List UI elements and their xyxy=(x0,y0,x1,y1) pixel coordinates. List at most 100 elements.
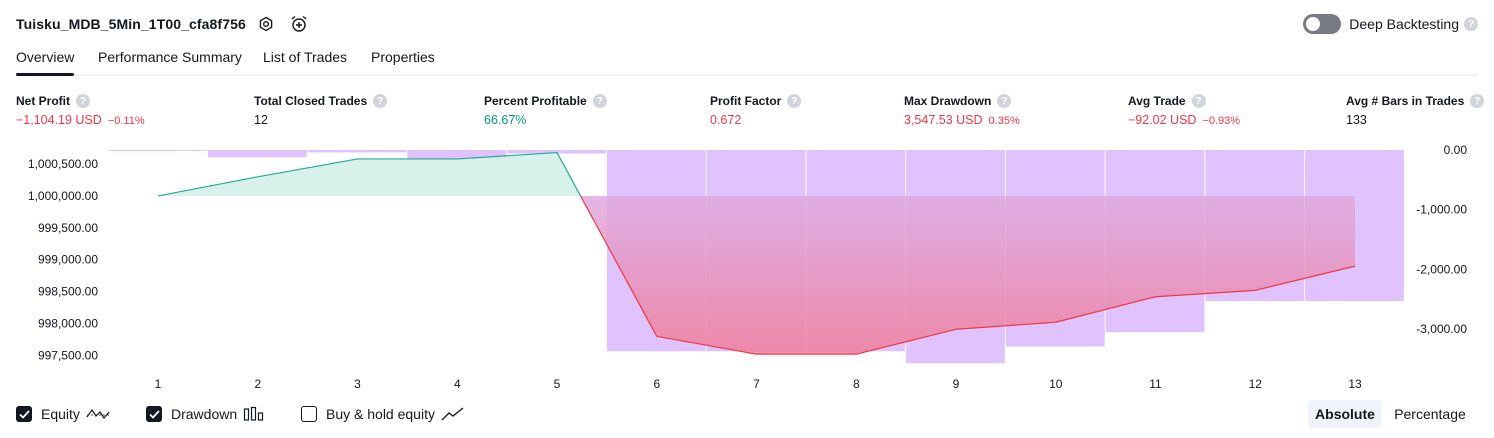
help-icon[interactable]: ? xyxy=(592,94,607,108)
metric-profit-factor: Profit Factor? 0.672 xyxy=(710,94,802,127)
strategy-header: Tuisku_MDB_5Min_1T00_cfa8f756 Deep Backt… xyxy=(16,0,1478,46)
equity-profit-area xyxy=(158,152,581,196)
equity-line-segment xyxy=(1155,289,1256,298)
drawdown-label: Drawdown xyxy=(171,406,238,422)
left-axis-tick: 999,000.00 xyxy=(38,253,98,267)
x-axis-tick: 2 xyxy=(254,377,261,391)
help-icon[interactable]: ? xyxy=(373,94,388,108)
x-axis-tick: 13 xyxy=(1348,377,1362,391)
drawdown-bar xyxy=(507,150,606,154)
equity-line-segment xyxy=(556,152,582,197)
help-icon[interactable]: ? xyxy=(1470,94,1485,108)
right-axis-tick: -1,000.00 xyxy=(1416,203,1467,217)
metric-avg-bars-in-trades: Avg # Bars in Trades? 133 xyxy=(1346,94,1485,127)
metric-label: Avg Trade xyxy=(1128,94,1186,108)
buy-hold-label: Buy & hold equity xyxy=(326,406,435,422)
metric-label: Profit Factor xyxy=(710,94,782,108)
toggle-knob xyxy=(1306,17,1321,31)
strategy-title: Tuisku_MDB_5Min_1T00_cfa8f756 xyxy=(16,16,246,32)
right-axis-tick: -2,000.00 xyxy=(1416,262,1467,276)
settings-gear-icon[interactable] xyxy=(256,14,276,34)
help-icon[interactable]: ? xyxy=(787,94,802,108)
metric-label: Avg # Bars in Trades xyxy=(1346,94,1465,108)
legend-buy-hold[interactable]: Buy & hold equity xyxy=(301,402,465,426)
equity-line-segment xyxy=(856,328,957,355)
x-axis-tick: 7 xyxy=(753,377,760,391)
trend-line-icon xyxy=(441,406,465,422)
metric-value: −92.02 USD xyxy=(1128,113,1197,127)
left-axis-tick: 997,500.00 xyxy=(38,348,98,362)
x-axis-tick: 12 xyxy=(1249,377,1263,391)
alarm-clock-plus-icon xyxy=(291,15,307,32)
equity-series xyxy=(157,151,1356,355)
checkmark-icon xyxy=(18,409,30,419)
x-axis-tick: 6 xyxy=(653,377,660,391)
equity-line-segment xyxy=(1255,265,1356,291)
report-tabs: Overview Performance Summary List of Tra… xyxy=(16,44,1478,76)
metric-total-closed-trades: Total Closed Trades? 12 xyxy=(254,94,388,127)
gear-icon xyxy=(259,16,273,32)
tab-list-of-trades[interactable]: List of Trades xyxy=(263,49,348,65)
drawdown-bar xyxy=(207,150,307,158)
metric-percent: −0.93% xyxy=(1202,115,1241,127)
deep-backtesting-toggle[interactable] xyxy=(1303,14,1342,34)
drawdown-bar xyxy=(407,150,507,159)
x-axis-tick: 4 xyxy=(454,377,461,391)
left-axis-tick: 1,000,500.00 xyxy=(28,157,98,171)
help-icon[interactable]: ? xyxy=(1464,17,1478,31)
equity-wave-icon xyxy=(86,406,110,422)
equity-checkbox[interactable] xyxy=(16,406,32,422)
x-axis-tick: 8 xyxy=(853,377,860,391)
legend-equity[interactable]: Equity xyxy=(16,402,110,426)
absolute-button[interactable]: Absolute xyxy=(1308,400,1382,428)
x-axis-tick: 11 xyxy=(1149,377,1162,391)
equity-drawdown-chart: 1,000,500.00 1,000,000.00 999,500.00 999,00… xyxy=(28,143,1467,391)
buy-hold-checkbox[interactable] xyxy=(301,406,317,422)
tab-overview[interactable]: Overview xyxy=(16,49,75,76)
left-axis: 1,000,500.00 1,000,000.00 999,500.00 999,00… xyxy=(28,157,98,362)
x-axis-tick: 5 xyxy=(554,377,561,391)
drawdown-bar xyxy=(108,150,207,151)
x-axis: 1 2 3 4 5 6 7 8 9 10 11 12 13 xyxy=(155,377,1362,391)
deep-backtesting-control: Deep Backtesting ? xyxy=(1303,13,1478,35)
left-axis-tick: 1,000,000.00 xyxy=(28,189,98,203)
metric-value: 133 xyxy=(1346,113,1367,127)
deep-backtesting-label: Deep Backtesting xyxy=(1349,16,1459,32)
metric-label: Max Drawdown xyxy=(904,94,992,108)
metric-value: 3,547.53 USD xyxy=(904,113,983,127)
help-icon[interactable]: ? xyxy=(1191,94,1206,108)
left-axis-tick: 999,500.00 xyxy=(38,221,98,235)
bars-icon xyxy=(243,406,265,422)
right-axis: 0.00 -1,000.00 -2,000.00 -3,000.00 xyxy=(1416,143,1467,336)
help-icon[interactable]: ? xyxy=(997,94,1012,108)
equity-line-segment xyxy=(580,195,658,337)
tab-properties[interactable]: Properties xyxy=(371,49,435,65)
metric-max-drawdown: Max Drawdown? 3,547.53 USD 0.35% xyxy=(904,94,1020,127)
left-axis-tick: 998,000.00 xyxy=(38,317,98,331)
metric-label: Total Closed Trades xyxy=(254,94,368,108)
equity-label: Equity xyxy=(41,406,80,422)
equity-loss-area xyxy=(158,195,1355,355)
metric-label: Percent Profitable xyxy=(484,94,587,108)
metric-value: 0.672 xyxy=(710,113,742,127)
equity-line-segment xyxy=(257,158,358,178)
right-axis-tick: -3,000.00 xyxy=(1416,322,1467,336)
left-axis-tick: 998,500.00 xyxy=(38,285,98,299)
drawdown-checkbox[interactable] xyxy=(146,406,162,422)
help-icon[interactable]: ? xyxy=(76,94,90,108)
x-axis-tick: 10 xyxy=(1049,377,1063,391)
metric-avg-trade: Avg Trade? −92.02 USD −0.93% xyxy=(1128,94,1240,127)
percentage-button[interactable]: Percentage xyxy=(1394,406,1466,422)
metric-value: 66.67% xyxy=(484,113,527,127)
tab-performance-summary[interactable]: Performance Summary xyxy=(98,49,242,65)
legend-drawdown[interactable]: Drawdown xyxy=(146,402,265,426)
metric-percent-profitable: Percent Profitable? 66.67% xyxy=(484,94,607,127)
metric-value: 12 xyxy=(254,113,268,127)
metric-net-profit: Net Profit? −1,104.19 USD −0.11% xyxy=(16,94,145,127)
add-alert-icon[interactable] xyxy=(289,14,309,34)
metric-label: Net Profit xyxy=(16,94,70,108)
equity-line-segment xyxy=(656,335,757,355)
x-axis-tick: 1 xyxy=(155,377,162,391)
equity-line-segment xyxy=(1055,296,1156,323)
metric-percent: −0.11% xyxy=(107,115,145,127)
